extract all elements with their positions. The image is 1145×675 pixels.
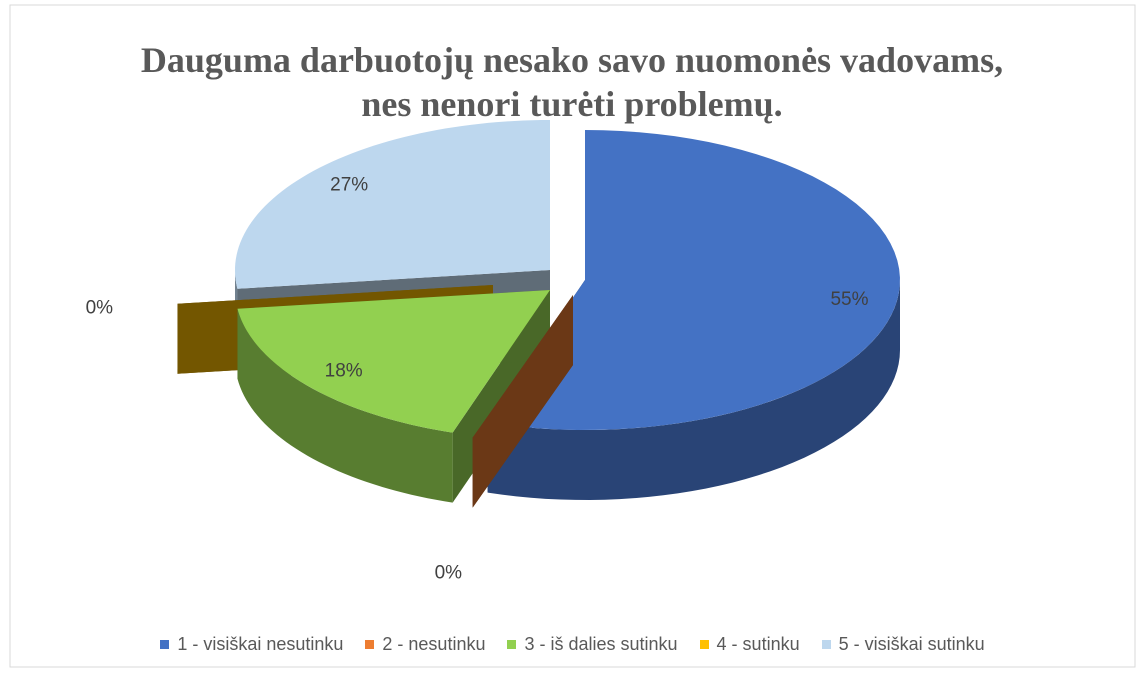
slice [235, 120, 550, 289]
legend-label: 2 - nesutinku [382, 634, 486, 654]
slice [237, 290, 550, 433]
legend-label: 5 - visiškai sutinku [838, 634, 985, 654]
data-label: 27% [330, 175, 368, 196]
data-label: 0% [86, 298, 114, 319]
chart-frame [9, 4, 1136, 668]
slice-side [487, 280, 900, 500]
legend: 1 - visiškai nesutinku 2 - nesutinku 3 - i… [0, 634, 1145, 655]
legend-item: 1 - visiškai nesutinku [160, 634, 343, 655]
legend-item: 2 - nesutinku [365, 634, 485, 655]
legend-swatch [699, 640, 709, 649]
data-label: 55% [830, 289, 868, 310]
legend-swatch [821, 640, 831, 649]
legend-item: 3 - iš dalies sutinku [507, 634, 678, 655]
legend-item: 4 - sutinku [699, 634, 800, 655]
legend-item: 5 - visiškai sutinku [821, 634, 985, 655]
legend-swatch [160, 640, 170, 649]
legend-label: 1 - visiškai nesutinku [177, 634, 344, 654]
legend-label: 3 - iš dalies sutinku [524, 634, 678, 654]
chart-title: Dauguma darbuotojų nesako savo nuomonės … [140, 40, 1004, 124]
legend-swatch [365, 640, 375, 649]
slice-wall [472, 295, 573, 508]
slice [487, 130, 900, 430]
data-label: 18% [325, 360, 363, 381]
legend-label: 4 - sutinku [716, 634, 800, 654]
data-label: 0% [435, 562, 463, 583]
slice-side [237, 308, 453, 503]
legend-swatch [507, 640, 517, 649]
